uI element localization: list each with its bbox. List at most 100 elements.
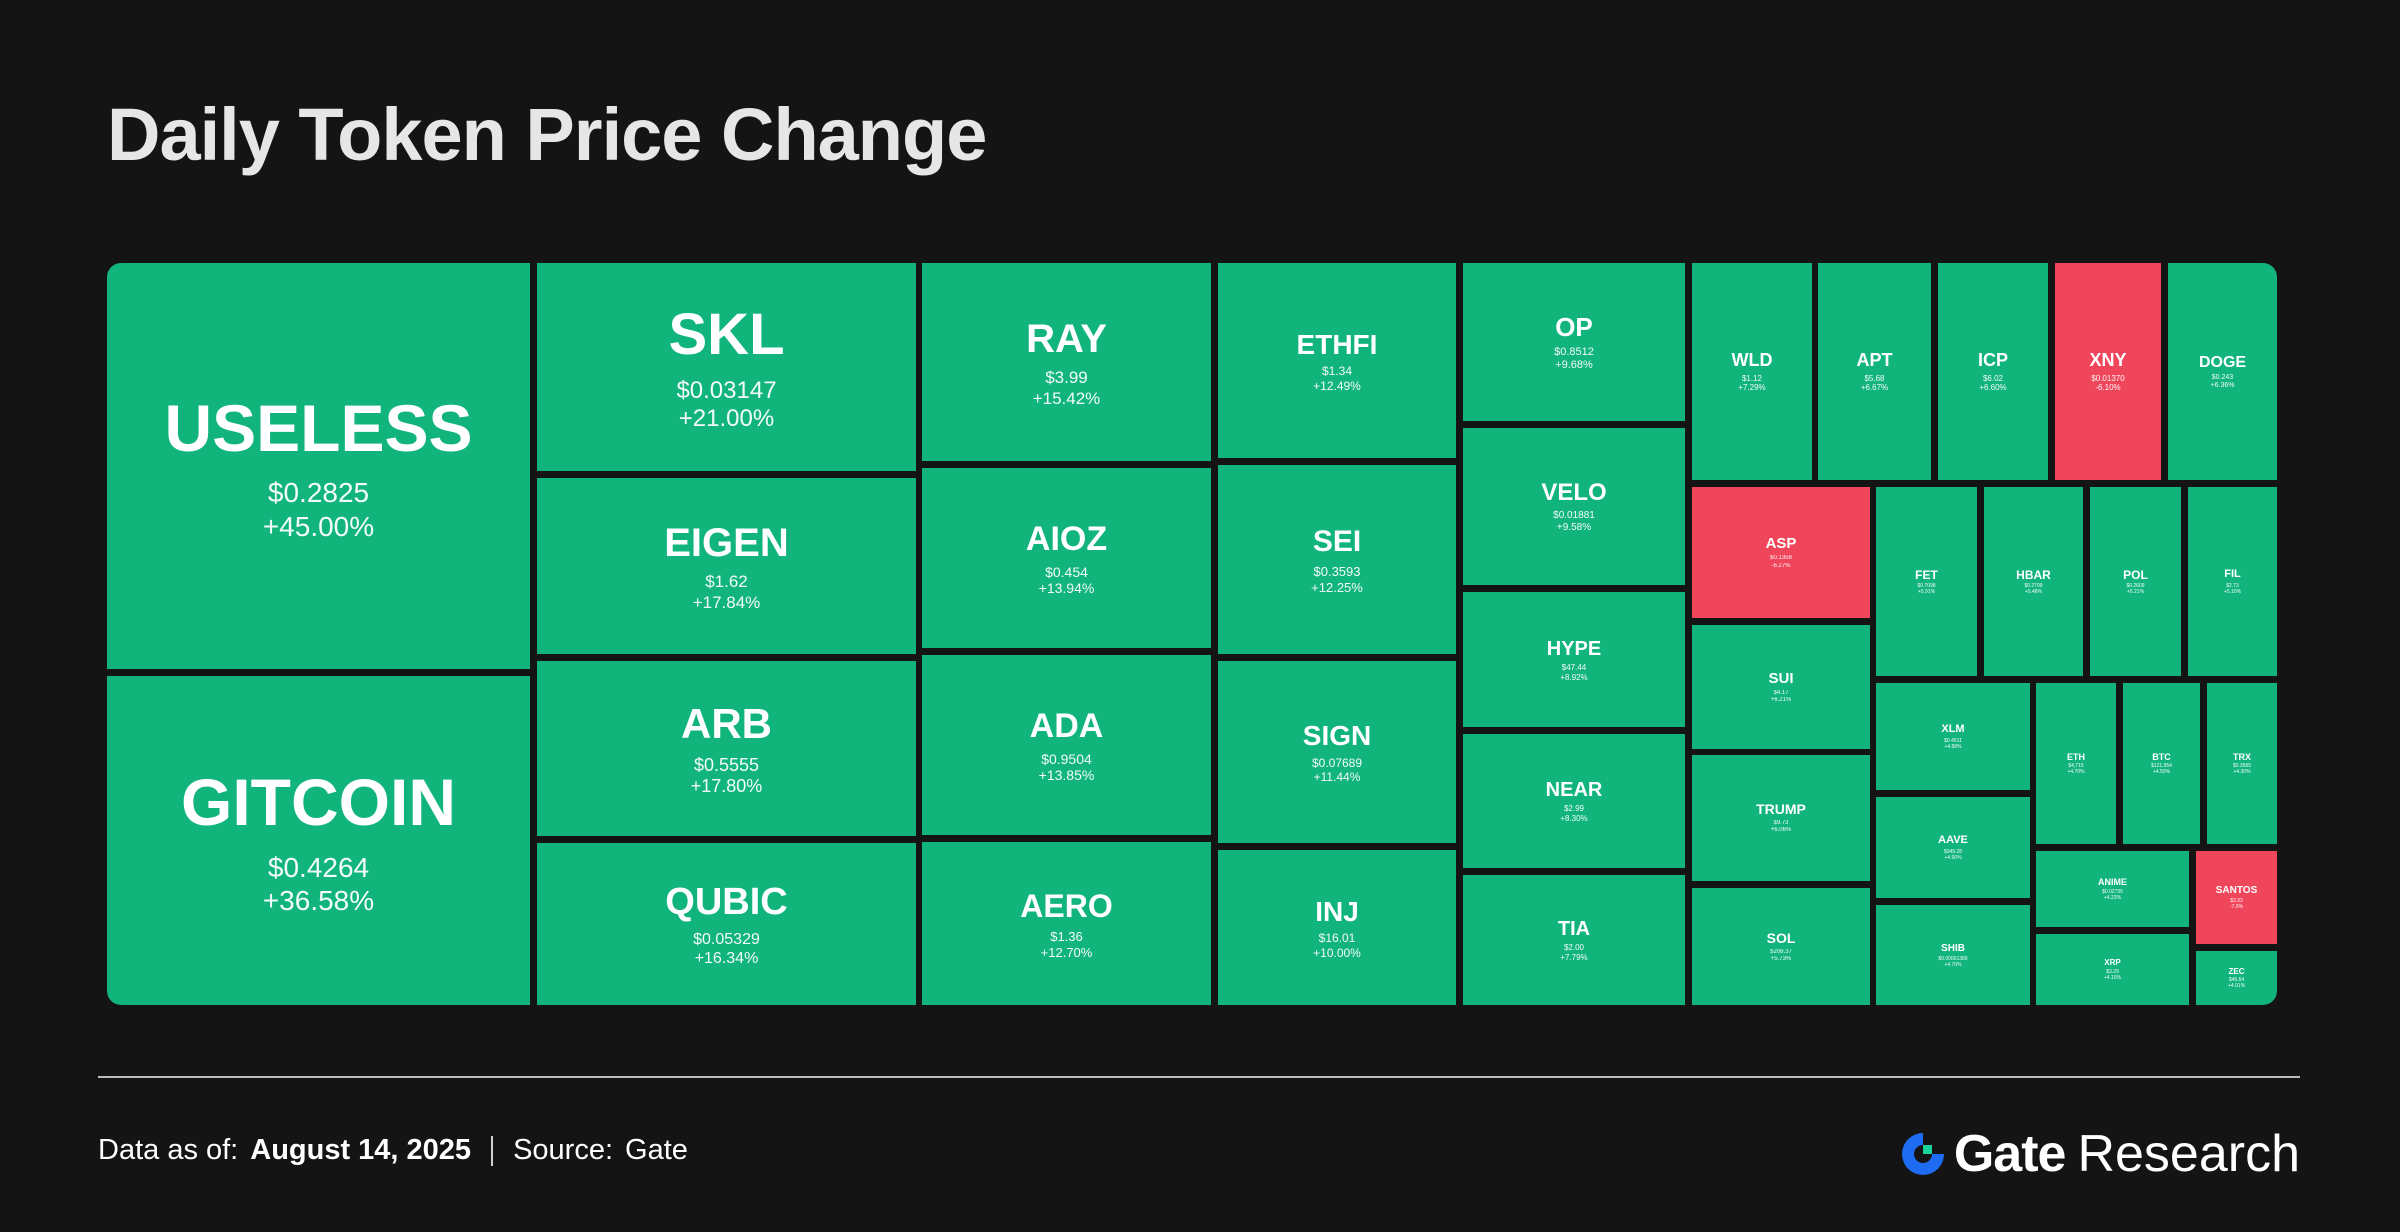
tile-symbol: SKL [668, 301, 785, 367]
tile-change: +16.34% [694, 950, 759, 968]
tile-change: +4.90% [1944, 854, 1962, 861]
footer-info: Data as of: August 14, 2025 Source: Gate [98, 1134, 688, 1167]
tile-price: $1.34 [1321, 364, 1353, 379]
tile-price: $0.1358 [1770, 555, 1792, 562]
tile-symbol: DOGE [2198, 353, 2247, 371]
tile-symbol: ARB [681, 700, 772, 748]
tile-change: +13.94% [1038, 580, 1095, 597]
logo-suffix: Research [2077, 1125, 2300, 1183]
tile-price: $0.454 [1045, 563, 1088, 580]
treemap-tile-sui: SUI $4.17 +6.21% [1692, 625, 1870, 749]
treemap-tile-fet: FET $0.7098 +5.91% [1876, 487, 1977, 676]
tile-change: +4.01% [2227, 983, 2246, 990]
tile-price: $0.5555 [693, 754, 760, 775]
tile-symbol: SOL [1766, 929, 1796, 946]
tile-change: +7.29% [1738, 383, 1766, 393]
tile-change: +5.73% [1770, 955, 1792, 962]
tile-symbol: FIL [2224, 568, 2241, 581]
tile-symbol: ADA [1029, 706, 1104, 745]
tile-change: +12.25% [1311, 579, 1363, 595]
tile-price: $0.01881 [1553, 510, 1595, 522]
tile-change: +6.21% [1770, 697, 1792, 703]
tile-price: $5.68 [1864, 373, 1885, 383]
tile-symbol: HBAR [2016, 567, 2051, 582]
tile-price: $0.4264 [267, 851, 370, 883]
tile-change: +10.00% [1313, 945, 1361, 960]
tile-change: +5.10% [2223, 588, 2242, 595]
source-value: Gate [625, 1134, 688, 1166]
gate-logo-icon [1901, 1133, 1944, 1175]
tile-symbol: ZEC [2228, 966, 2245, 976]
treemap-tile-ethfi: ETHFI $1.34 +12.49% [1218, 263, 1456, 458]
tile-price: $0.03147 [676, 376, 777, 404]
tile-price: $6.02 [1982, 373, 2004, 383]
tile-change: +4.88% [1944, 743, 1962, 750]
treemap-tile-qubic: QUBIC $0.05329 +16.34% [537, 843, 916, 1005]
tile-symbol: OP [1555, 311, 1593, 342]
tile-price: $2.99 [1563, 804, 1585, 814]
tile-change: +8.30% [1560, 814, 1588, 823]
tile-symbol: EIGEN [664, 521, 789, 566]
tile-symbol: SHIB [1941, 942, 1965, 954]
tile-price: $0.243 [2211, 373, 2234, 381]
tile-symbol: SIGN [1302, 720, 1372, 752]
tile-symbol: HYPE [1546, 637, 1602, 660]
tile-symbol: WLD [1731, 350, 1773, 371]
tile-symbol: TIA [1557, 918, 1591, 941]
gate-research-logo: Gate Research [1898, 1124, 2300, 1184]
treemap-tile-trx: TRX $0.3565 +4.30% [2207, 683, 2277, 844]
treemap-tile-useless: USELESS $0.2825 +45.00% [107, 263, 530, 669]
tile-change: +4.70% [2067, 769, 2085, 776]
logo-brand: Gate [1953, 1125, 2067, 1183]
treemap-tile-anime: ANIME $0.02735 +4.23% [2036, 851, 2189, 927]
tile-symbol: XRP [2104, 958, 2121, 968]
tile-price: $0.00001389 [1938, 955, 1968, 962]
footer-divider [98, 1076, 2300, 1078]
treemap-tile-near: NEAR $2.99 +8.30% [1463, 734, 1685, 868]
tile-price: $208.37 [1770, 948, 1792, 955]
treemap-tile-btc: BTC $121,954 +4.50% [2123, 683, 2200, 844]
tile-symbol: VELO [1541, 478, 1607, 506]
tile-change: +9.68% [1555, 359, 1593, 372]
tile-price: $0.02735 [2102, 888, 2123, 895]
tile-change: +17.84% [692, 592, 761, 612]
tile-change: +6.06% [1770, 827, 1792, 834]
treemap-tile-tia: TIA $2.00 +7.79% [1463, 875, 1685, 1005]
treemap-tile-xlm: XLM $0.4511 +4.88% [1876, 683, 2030, 790]
treemap-tile-trump: TRUMP $9.73 +6.06% [1692, 755, 1870, 881]
tile-price: $2.73 [2226, 582, 2239, 589]
tile-symbol: AERO [1020, 887, 1113, 924]
tile-change: +4.23% [2103, 894, 2122, 901]
treemap-tile-fil: FIL $2.73 +5.10% [2188, 487, 2277, 676]
tile-change: +5.48% [2024, 589, 2043, 596]
treemap-tile-shib: SHIB $0.00001389 +4.70% [1876, 905, 2030, 1005]
treemap-tile-pol: POL $0.2609 +5.21% [2090, 487, 2181, 676]
treemap: USELESS $0.2825 +45.00% GITCOIN $0.4264 +36.5… [107, 263, 2277, 1005]
tile-symbol: XLM [1941, 723, 1965, 736]
tile-price: $3.33 [2230, 898, 2243, 904]
tile-price: $0.2609 [2126, 583, 2145, 590]
tile-symbol: BTC [2152, 751, 2171, 762]
treemap-tile-icp: ICP $6.02 +6.60% [1938, 263, 2048, 480]
tile-change: -6.10% [2095, 383, 2121, 393]
tile-change: +6.36% [2210, 382, 2235, 390]
treemap-tile-wld: WLD $1.12 +7.29% [1692, 263, 1812, 480]
treemap-tile-santos: SANTOS $3.33 -7.0% [2196, 851, 2277, 944]
tile-symbol: APT [1856, 350, 1893, 371]
tile-symbol: TRX [2233, 751, 2251, 762]
treemap-tile-aave: AAVE $349.28 +4.90% [1876, 797, 2030, 898]
tile-symbol: SUI [1768, 669, 1794, 687]
tile-change: -6.27% [1771, 562, 1791, 569]
tile-symbol: XNY [2089, 350, 2127, 371]
treemap-tile-velo: VELO $0.01881 +9.58% [1463, 428, 1685, 585]
treemap-tile-arb: ARB $0.5555 +17.80% [537, 661, 916, 836]
tile-change: +36.58% [262, 885, 375, 917]
tile-price: $0.3593 [1313, 563, 1361, 579]
tile-symbol: ETHFI [1296, 328, 1378, 360]
treemap-tile-zec: ZEC $46.64 +4.01% [2196, 951, 2277, 1005]
tile-price: $0.4511 [1944, 737, 1962, 744]
tile-price: $0.05329 [693, 931, 760, 949]
tile-change: +5.91% [1917, 589, 1936, 596]
tile-change: -7.0% [2229, 904, 2244, 910]
tile-symbol: AIOZ [1025, 519, 1108, 558]
